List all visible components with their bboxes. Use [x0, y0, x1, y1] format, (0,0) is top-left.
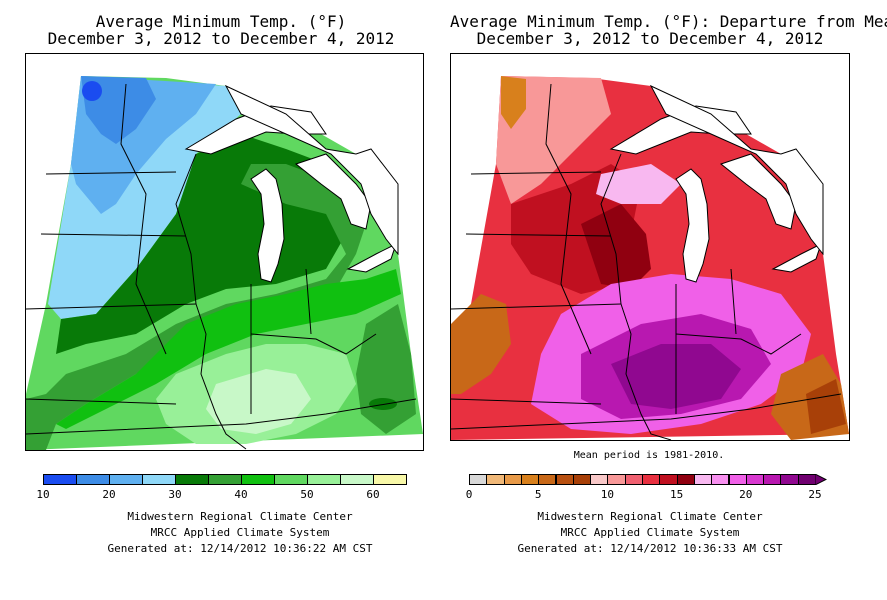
- right-colorbar-cell: [520, 474, 540, 485]
- right-credit-line1: Midwestern Regional Climate Center: [537, 510, 763, 523]
- zone-west-orange2: [501, 76, 526, 129]
- left-colorbar-cell: [43, 474, 77, 485]
- zone-lightest-green: [206, 369, 311, 434]
- left-title-line1: Average Minimum Temp. (°F): [95, 12, 347, 31]
- zone-east-brown: [806, 379, 846, 434]
- right-colorbar-cell: [780, 474, 799, 485]
- left-colorbar-tick: 60: [366, 488, 380, 501]
- left-colorbar-cell: [373, 474, 407, 485]
- right-colorbar-cell: [642, 474, 661, 485]
- right-colorbar-cell: [797, 474, 816, 485]
- left-map-title: Average Minimum Temp. (°F) December 3, 20…: [25, 13, 417, 47]
- right-colorbar-cell: [607, 474, 626, 485]
- right-colorbar-tick: 0: [465, 488, 473, 501]
- right-title-line1: Average Minimum Temp. (°F): Departure fr…: [450, 12, 887, 31]
- state-borders-right: [451, 83, 842, 440]
- right-colorbar-cell: [555, 474, 574, 485]
- zone-pink-north: [596, 164, 681, 204]
- right-colorbar-cell: [728, 474, 747, 485]
- mean-period-note: Mean period is 1981-2010.: [573, 450, 725, 461]
- right-colorbar-arrow: [815, 474, 827, 485]
- zone-bright-green: [56, 269, 401, 429]
- left-colorbar-cell: [307, 474, 341, 485]
- right-map-svg: [451, 76, 849, 440]
- left-colorbar-tick: 30: [168, 488, 182, 501]
- left-temperature-map: [25, 53, 424, 451]
- right-colorbar-tick: 20: [739, 488, 753, 501]
- right-colorbar-cell: [676, 474, 695, 485]
- right-colorbar-tick: 25: [808, 488, 822, 501]
- left-credit-line1: Midwestern Regional Climate Center: [127, 510, 353, 523]
- right-colorbar-cell: [745, 474, 765, 485]
- left-colorbar-tick: 20: [102, 488, 116, 501]
- right-colorbar-cell: [711, 474, 730, 485]
- right-colorbar-cell: [590, 474, 609, 485]
- right-colorbar-cell: [503, 474, 522, 485]
- right-colorbar-tick: 15: [669, 488, 684, 501]
- canada-land: [224, 84, 399, 256]
- left-credit: Midwestern Regional Climate Center MRCC …: [25, 509, 455, 557]
- right-departure-map: [450, 53, 850, 441]
- zone-deep-blue: [82, 81, 102, 101]
- right-colorbar-cell: [659, 474, 678, 485]
- right-credit: Midwestern Regional Climate Center MRCC …: [450, 509, 850, 557]
- lake-michigan: [250, 168, 285, 283]
- lake-erie-right: [771, 243, 822, 273]
- right-credit-line2: MRCC Applied Climate System: [560, 526, 740, 539]
- lake-huron: [294, 153, 372, 230]
- right-map-title: Average Minimum Temp. (°F): Departure fr…: [450, 12, 887, 48]
- left-colorbar-cell: [274, 474, 308, 485]
- right-colorbar-tick: 10: [600, 488, 615, 501]
- right-colorbar-tick: 5: [534, 488, 542, 501]
- right-colorbar-cell: [763, 474, 782, 485]
- left-colorbar-cell: [340, 474, 374, 485]
- left-colorbar-tick: 10: [36, 488, 50, 501]
- left-credit-line2: MRCC Applied Climate System: [150, 526, 330, 539]
- right-colorbar-cell: [538, 474, 557, 485]
- canada-land-right: [649, 84, 824, 256]
- left-colorbar-cell: [109, 474, 143, 485]
- right-colorbar-cell: [693, 474, 713, 485]
- left-colorbar-cell: [76, 474, 110, 485]
- right-colorbar-cell: [572, 474, 592, 485]
- left-colorbar-cell: [241, 474, 275, 485]
- right-colorbar-cell: [469, 474, 488, 485]
- left-colorbar-cell: [175, 474, 209, 485]
- lake-huron-right: [719, 153, 797, 230]
- zone-west-orange: [451, 294, 511, 394]
- left-colorbar-cell: [208, 474, 242, 485]
- left-credit-line3: Generated at: 12/14/2012 10:36:22 AM CST: [107, 542, 373, 555]
- left-colorbar-tick: 40: [234, 488, 248, 501]
- zone-darker-red: [581, 204, 651, 289]
- left-colorbar-tick: 50: [300, 488, 314, 501]
- lake-michigan-right: [675, 168, 710, 283]
- right-title-line2: December 3, 2012 to December 4, 2012: [476, 29, 824, 48]
- left-colorbar-cell: [142, 474, 176, 485]
- lake-erie: [346, 243, 397, 273]
- left-map-svg: [26, 76, 423, 450]
- state-borders: [26, 83, 417, 450]
- right-credit-line3: Generated at: 12/14/2012 10:36:33 AM CST: [517, 542, 783, 555]
- zone-mid-green: [26, 164, 366, 450]
- right-colorbar-cell: [486, 474, 505, 485]
- left-title-line2: December 3, 2012 to December 4, 2012: [47, 29, 395, 48]
- right-colorbar-cell: [624, 474, 643, 485]
